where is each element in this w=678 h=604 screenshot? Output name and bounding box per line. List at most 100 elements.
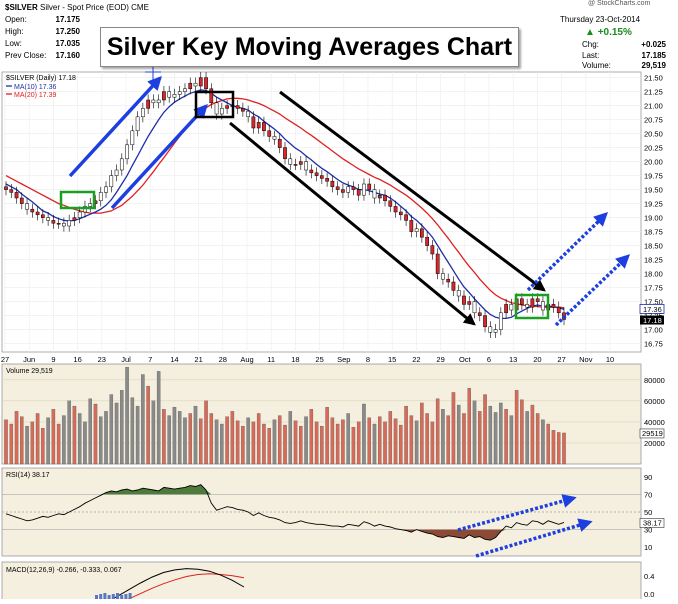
volume-bar: [62, 415, 66, 465]
volume-bar: [167, 415, 171, 465]
high-value: 17.250: [55, 27, 80, 36]
price-y-tick: 21.00: [644, 102, 663, 111]
candle: [414, 228, 419, 232]
volume-bar: [125, 367, 129, 465]
volume-bar: [304, 416, 308, 465]
volume-bar: [546, 423, 550, 465]
price-y-tick: 20.25: [644, 144, 663, 153]
candle: [346, 186, 351, 193]
volume-bar: [156, 371, 161, 465]
candle: [88, 203, 93, 207]
macd-histogram-bar: [99, 594, 103, 600]
volume-bar: [220, 423, 224, 465]
candle: [298, 161, 303, 165]
price-x-tick: 10: [606, 355, 614, 364]
volume-bar: [504, 409, 508, 465]
open-row: Open: 17.175: [5, 15, 80, 24]
change-percent: +0.15%: [597, 27, 632, 38]
candle: [372, 189, 377, 199]
candle: [188, 82, 193, 90]
macd-panel: MACD(12,26,9) -0.266, -0.333, 0.067 0.4 0.…: [1, 561, 654, 604]
macd-histogram-bar: [128, 593, 132, 599]
volume-bar: [77, 413, 82, 465]
last-value: 17.185: [641, 51, 666, 60]
candle: [283, 147, 287, 160]
candle: [40, 214, 45, 218]
candle: [446, 278, 451, 283]
candle: [462, 295, 466, 305]
candle: [404, 214, 408, 221]
volume-bar: [509, 415, 514, 465]
volume-bar: [383, 421, 387, 465]
candle: [293, 164, 298, 166]
candle: [451, 281, 456, 291]
candle: [362, 183, 366, 196]
volume-bar: [151, 400, 156, 465]
candle: [62, 222, 66, 227]
candle: [251, 116, 256, 129]
price-y-tick: 16.75: [644, 340, 663, 349]
volume-bar: [241, 425, 245, 465]
candle: [246, 110, 251, 118]
candle: [4, 186, 8, 190]
prev-close-row: Prev Close: 17.160: [5, 51, 80, 60]
exchange: CME: [131, 3, 149, 12]
volume-bar: [288, 411, 293, 465]
price-y-tick: 19.50: [644, 186, 663, 195]
volume-bar: [425, 413, 429, 465]
volume-bar: [146, 385, 150, 465]
volume-bar: [14, 411, 19, 465]
volume-bar: [214, 419, 219, 465]
green-crossover-box: [59, 190, 96, 210]
candle: [162, 91, 166, 101]
candle: [56, 222, 61, 225]
macd-panel-frame: [1, 561, 642, 602]
chg-value: +0.025: [641, 40, 666, 49]
ma10-line: [5, 89, 565, 320]
price-y-tick: 20.50: [644, 130, 663, 139]
price-x-tick: Jun: [23, 355, 35, 364]
macd-histogram-bar: [103, 593, 107, 599]
symbol-name: Silver - Spot Price (EOD): [39, 3, 129, 12]
rsi-dotted-arrow: [457, 494, 577, 532]
low-row: Low: 17.035: [5, 39, 80, 48]
high-row: High: 17.250: [5, 27, 80, 36]
volume-bar: [267, 428, 271, 465]
macd-histogram-bar: [107, 595, 111, 601]
price-x-tick: 20: [533, 355, 541, 364]
volume-bar: [88, 398, 92, 465]
volume-bar: [399, 424, 403, 465]
candle: [267, 130, 272, 137]
black-crossover-box: [194, 90, 235, 119]
candle: [9, 189, 14, 193]
rsi-panel-frame: [1, 467, 642, 557]
overlay-title: Silver Key Moving Averages Chart: [106, 32, 513, 61]
macd-histogram-bar: [116, 593, 119, 599]
volume-bar: [388, 411, 393, 465]
volume-bar: [346, 413, 350, 465]
green-crossover-box: [514, 293, 550, 320]
price-legend-series: $SILVER (Daily) 17.18: [6, 75, 76, 82]
candle: [14, 192, 19, 199]
volume-bar: [351, 427, 356, 465]
candle: [177, 91, 182, 95]
price-y-tick: 18.50: [644, 242, 663, 251]
candle: [525, 304, 530, 308]
candle: [488, 326, 493, 333]
candle: [77, 211, 82, 218]
candle: [467, 301, 472, 305]
volume-bar: [420, 402, 424, 465]
price-x-tick: 21: [194, 355, 202, 364]
volume-bar: [30, 421, 35, 465]
volume-bar: [67, 400, 71, 465]
candle: [356, 189, 361, 196]
candle: [535, 298, 540, 302]
candle: [183, 88, 187, 92]
volume-bar: [230, 411, 235, 465]
volume-bar: [335, 423, 340, 465]
candle: [241, 108, 245, 112]
volume-bar: [141, 374, 145, 465]
price-y-tick: 17.75: [644, 284, 663, 293]
candle: [19, 197, 24, 204]
